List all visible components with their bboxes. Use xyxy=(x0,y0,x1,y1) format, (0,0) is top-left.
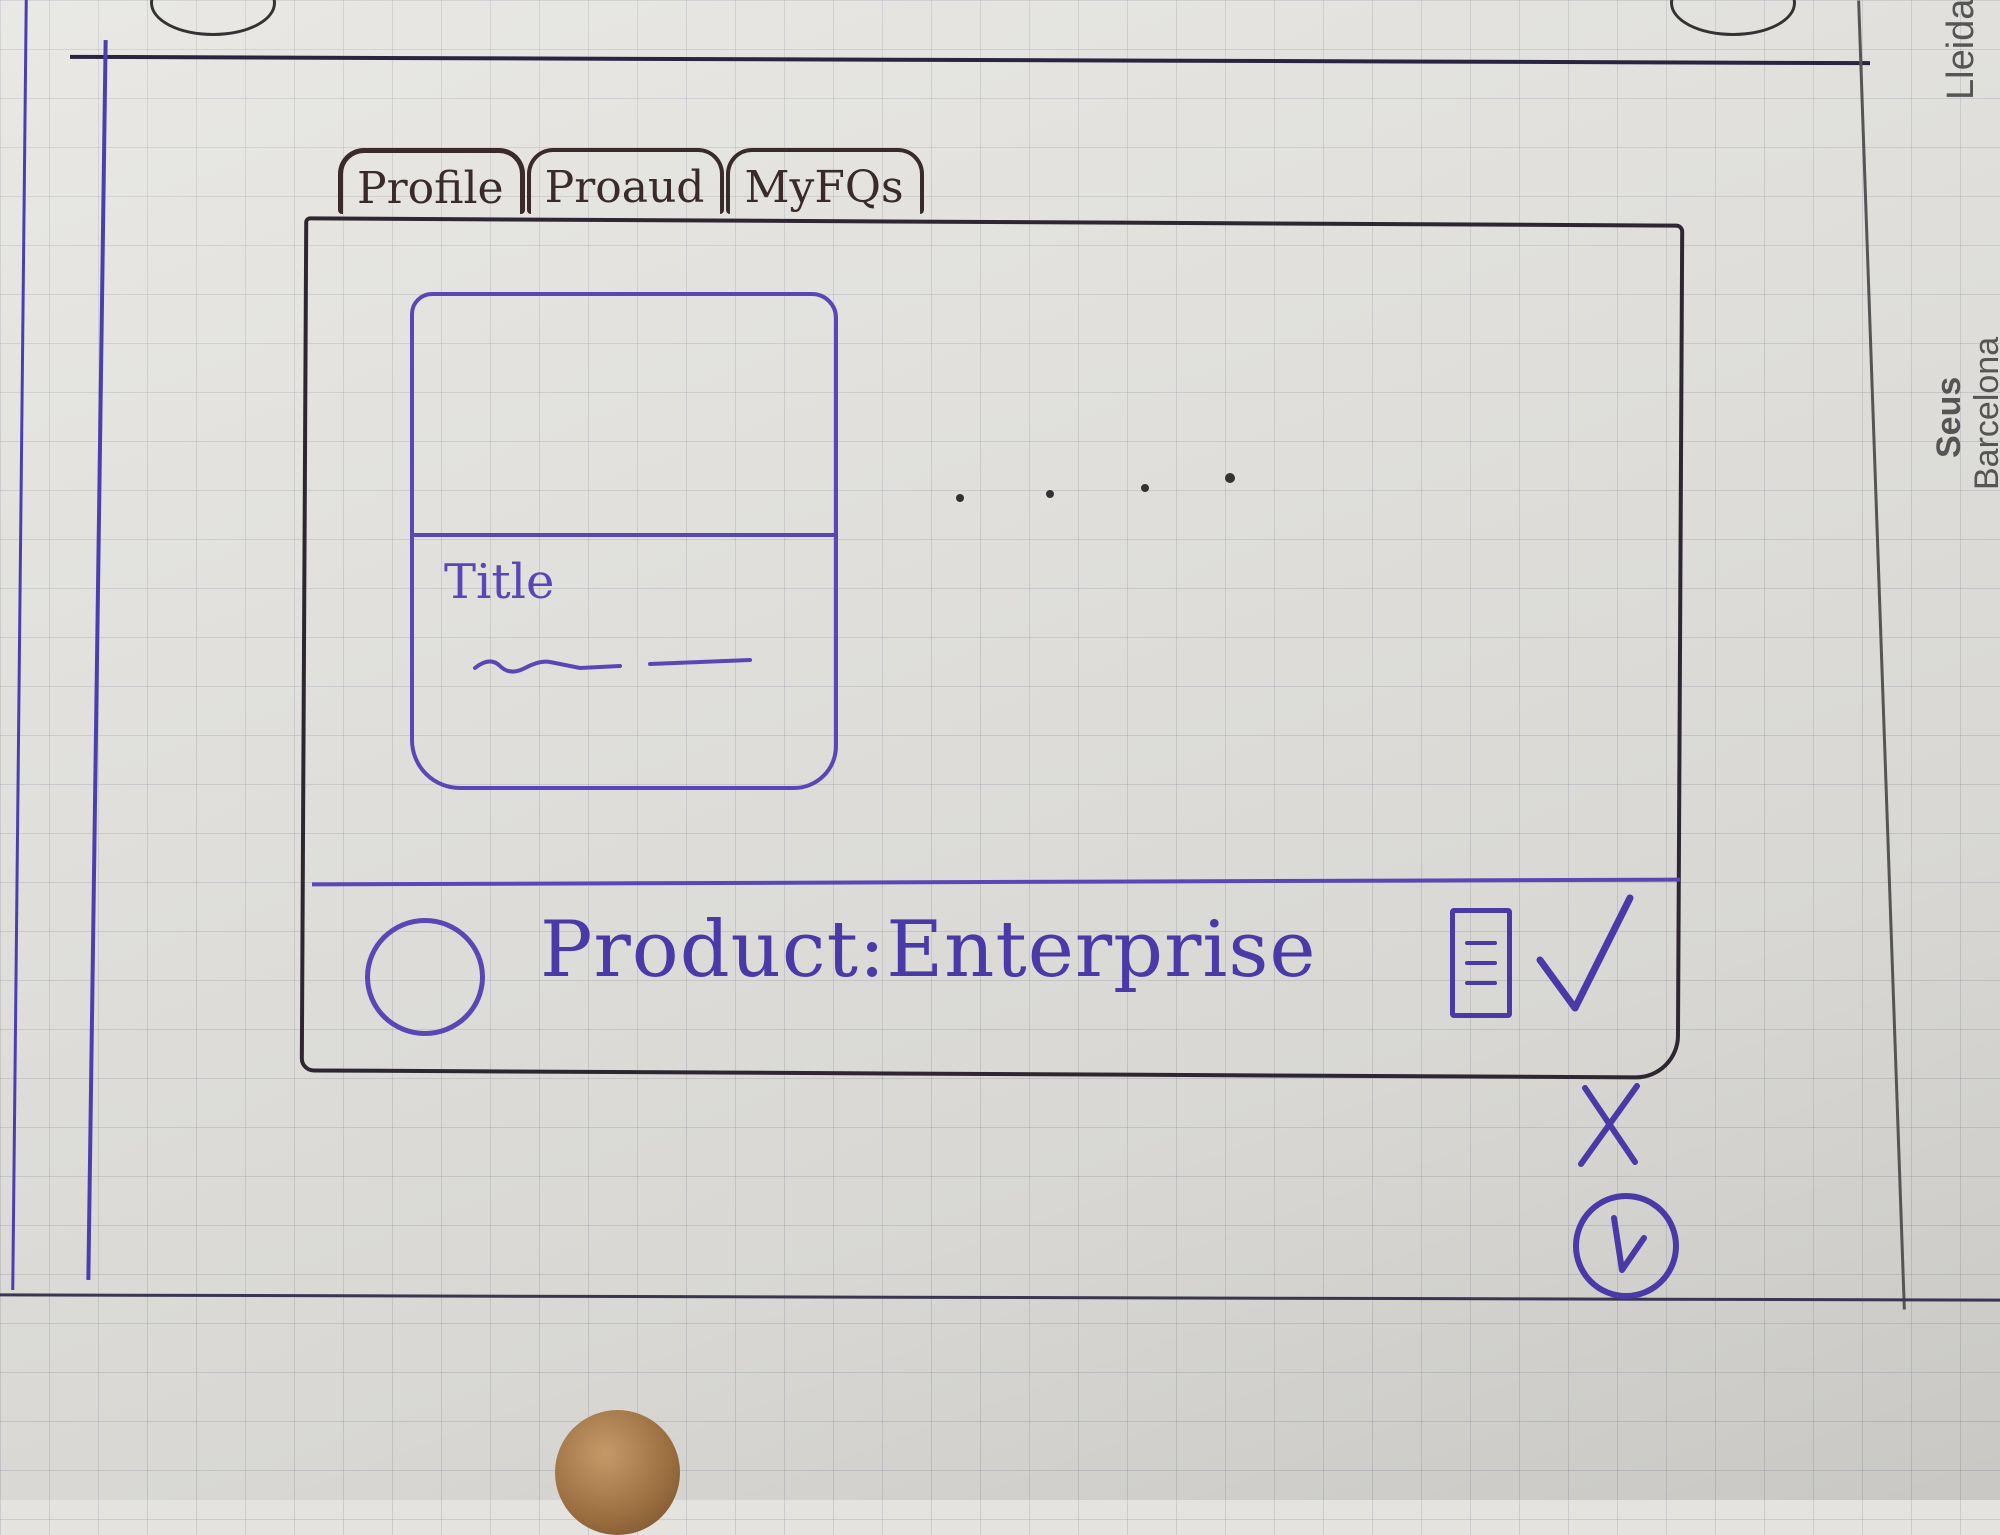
tab-bar: Profile Proaud MyFQs xyxy=(338,148,926,226)
card-title: Title xyxy=(444,554,555,610)
clock-icon[interactable] xyxy=(1570,1190,1682,1302)
margin-city-barcelona: Barcelona xyxy=(1968,336,2000,490)
paper-margin-line xyxy=(11,0,28,1290)
more-items-ellipsis xyxy=(956,473,1235,502)
tab-proaud[interactable]: Proaud xyxy=(526,148,725,214)
content-card[interactable]: Title xyxy=(410,292,838,790)
sheet-bottom-border xyxy=(0,1293,2000,1302)
tab-profile[interactable]: Profile xyxy=(338,148,525,214)
sheet-right-border xyxy=(1857,0,1906,1310)
card-description-placeholder xyxy=(473,658,752,674)
sheet-left-border xyxy=(86,40,108,1280)
top-sketch-fragment xyxy=(150,0,276,36)
top-sketch-fragment xyxy=(1670,0,1796,36)
product-label: Product:Enterprise xyxy=(540,905,1317,995)
margin-city-lleida: Lleida xyxy=(1940,0,1982,100)
document-icon[interactable] xyxy=(1450,908,1512,1018)
tab-myfqs[interactable]: MyFQs xyxy=(726,148,924,214)
document-lines xyxy=(1465,941,1497,985)
card-image-divider xyxy=(414,533,834,537)
product-radio-button[interactable] xyxy=(365,918,485,1036)
close-icon[interactable] xyxy=(1575,1080,1645,1170)
sheet-top-border xyxy=(69,54,1871,66)
margin-header-seus: Seus xyxy=(1930,376,1968,458)
checkmark-icon[interactable] xyxy=(1535,890,1635,1020)
coin-object xyxy=(555,1410,680,1535)
